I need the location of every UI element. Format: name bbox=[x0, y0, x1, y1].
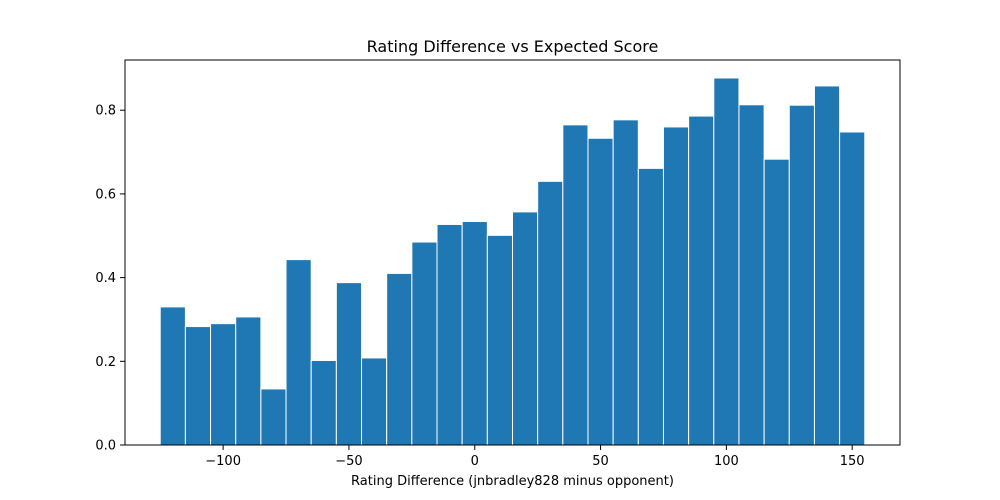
x-tick-label: 150 bbox=[840, 454, 865, 469]
bar bbox=[159, 306, 186, 446]
bars-group bbox=[159, 77, 866, 446]
bar bbox=[310, 359, 337, 446]
axes-frame bbox=[124, 59, 901, 446]
bar bbox=[562, 124, 589, 446]
bar bbox=[587, 137, 614, 446]
bar bbox=[486, 234, 514, 446]
bar bbox=[512, 211, 539, 446]
y-tick-label: 0.8 bbox=[95, 104, 116, 119]
bar bbox=[210, 323, 237, 446]
bar bbox=[537, 180, 564, 446]
bar bbox=[285, 259, 312, 446]
x-axis-label: Rating Difference (jnbradley828 minus op… bbox=[351, 474, 674, 489]
x-tick-label: 50 bbox=[592, 454, 609, 469]
y-tick-label: 0.6 bbox=[95, 187, 116, 202]
x-axis-ticks: −100 −50 0 50 100 150 bbox=[205, 445, 865, 469]
bar bbox=[436, 223, 463, 446]
x-tick-label: −100 bbox=[205, 454, 241, 469]
chart-title: Rating Difference vs Expected Score bbox=[367, 37, 659, 56]
bar bbox=[788, 104, 815, 446]
x-tick-label: 100 bbox=[714, 454, 739, 469]
bar bbox=[738, 104, 765, 446]
bar bbox=[813, 85, 841, 446]
x-tick-label: −50 bbox=[335, 454, 362, 469]
y-axis-ticks: 0.0 0.2 0.4 0.6 0.8 bbox=[95, 104, 125, 454]
bar bbox=[688, 115, 715, 446]
bar bbox=[184, 326, 212, 446]
bar bbox=[839, 131, 866, 446]
bar bbox=[713, 77, 740, 446]
bar bbox=[386, 272, 413, 446]
y-tick-label: 0.0 bbox=[95, 439, 116, 454]
bar bbox=[662, 126, 690, 446]
bar bbox=[260, 388, 287, 446]
bar bbox=[612, 119, 639, 446]
bar bbox=[235, 316, 262, 446]
bar bbox=[335, 282, 363, 446]
bar bbox=[763, 158, 790, 446]
bar bbox=[461, 221, 488, 446]
y-tick-label: 0.4 bbox=[95, 271, 116, 286]
bar bbox=[411, 241, 438, 446]
y-tick-label: 0.2 bbox=[95, 355, 116, 370]
bar bbox=[637, 167, 664, 446]
x-tick-label: 0 bbox=[471, 454, 479, 469]
bar bbox=[361, 357, 388, 446]
